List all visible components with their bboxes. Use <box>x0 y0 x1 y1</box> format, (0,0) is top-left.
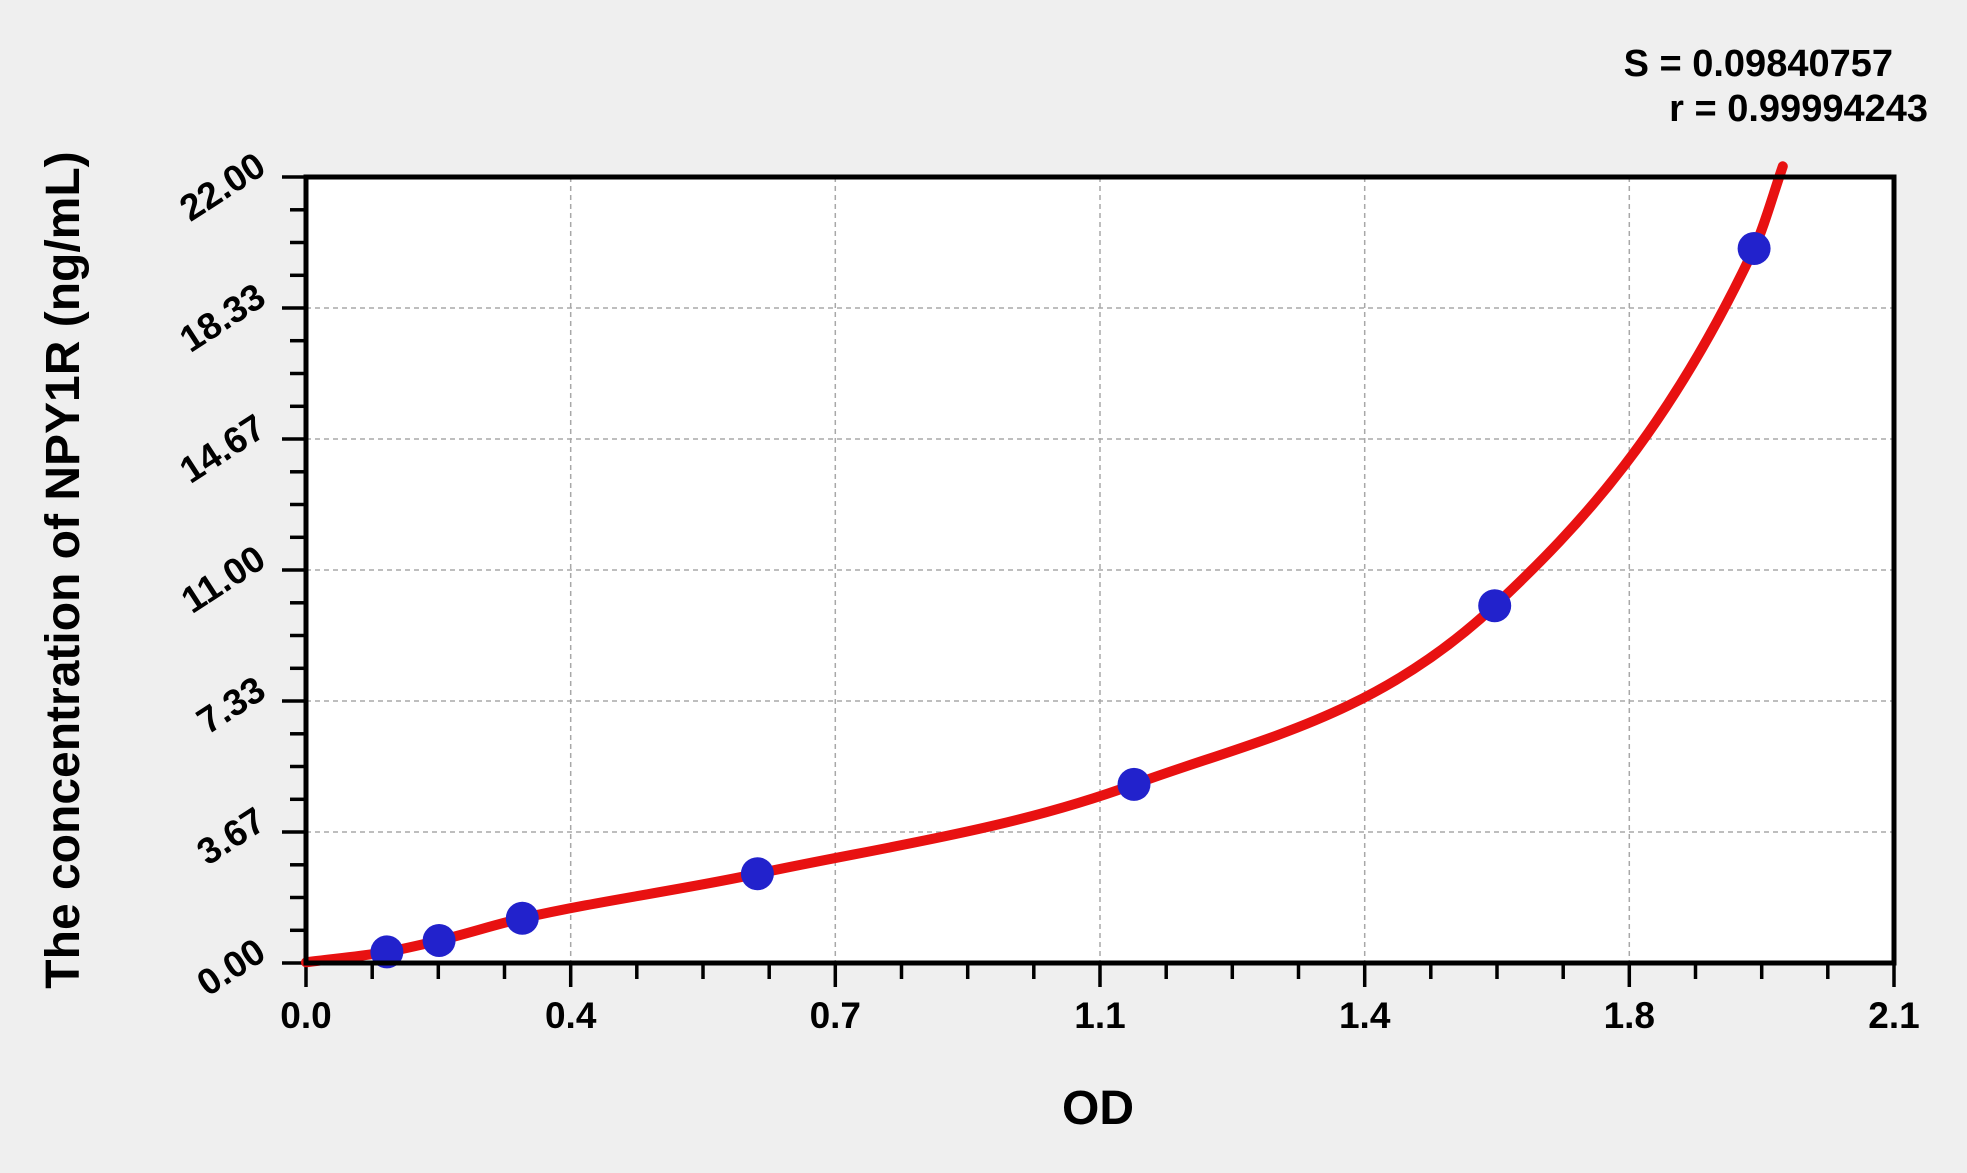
data-point <box>505 901 539 935</box>
x-tick-label: 0.4 <box>545 995 597 1036</box>
x-tick-label: 2.1 <box>1868 995 1919 1036</box>
data-point <box>1117 767 1151 801</box>
y-tick-label: 0.00 <box>190 930 273 1004</box>
y-tick-label: 11.00 <box>174 537 272 621</box>
y-tick-label: 7.33 <box>190 668 273 742</box>
x-tick-label: 1.4 <box>1339 995 1391 1036</box>
x-tick-label: 0.7 <box>810 995 861 1036</box>
x-axis-title: OD <box>1062 1082 1134 1135</box>
data-point <box>1478 589 1512 623</box>
y-tick-label: 18.33 <box>172 275 272 360</box>
fit-stat-s: S = 0.09840757 <box>1623 43 1893 85</box>
x-tick-label: 1.1 <box>1074 995 1125 1036</box>
plot-frame <box>303 174 1897 966</box>
fit-stat-r: r = 0.99994243 <box>1669 88 1928 130</box>
x-tick-label: 0.0 <box>280 995 331 1036</box>
y-tick-label: 22.00 <box>172 144 272 229</box>
y-axis-title: The concentration of NPY1R (ng/mL) <box>37 151 90 989</box>
y-tick-label: 14.67 <box>172 406 272 491</box>
data-point <box>370 935 404 969</box>
y-tick-label: 3.67 <box>190 799 273 873</box>
data-point <box>1737 232 1771 265</box>
x-tick-label: 1.8 <box>1604 995 1655 1036</box>
data-point <box>740 857 774 891</box>
data-point <box>422 924 456 957</box>
